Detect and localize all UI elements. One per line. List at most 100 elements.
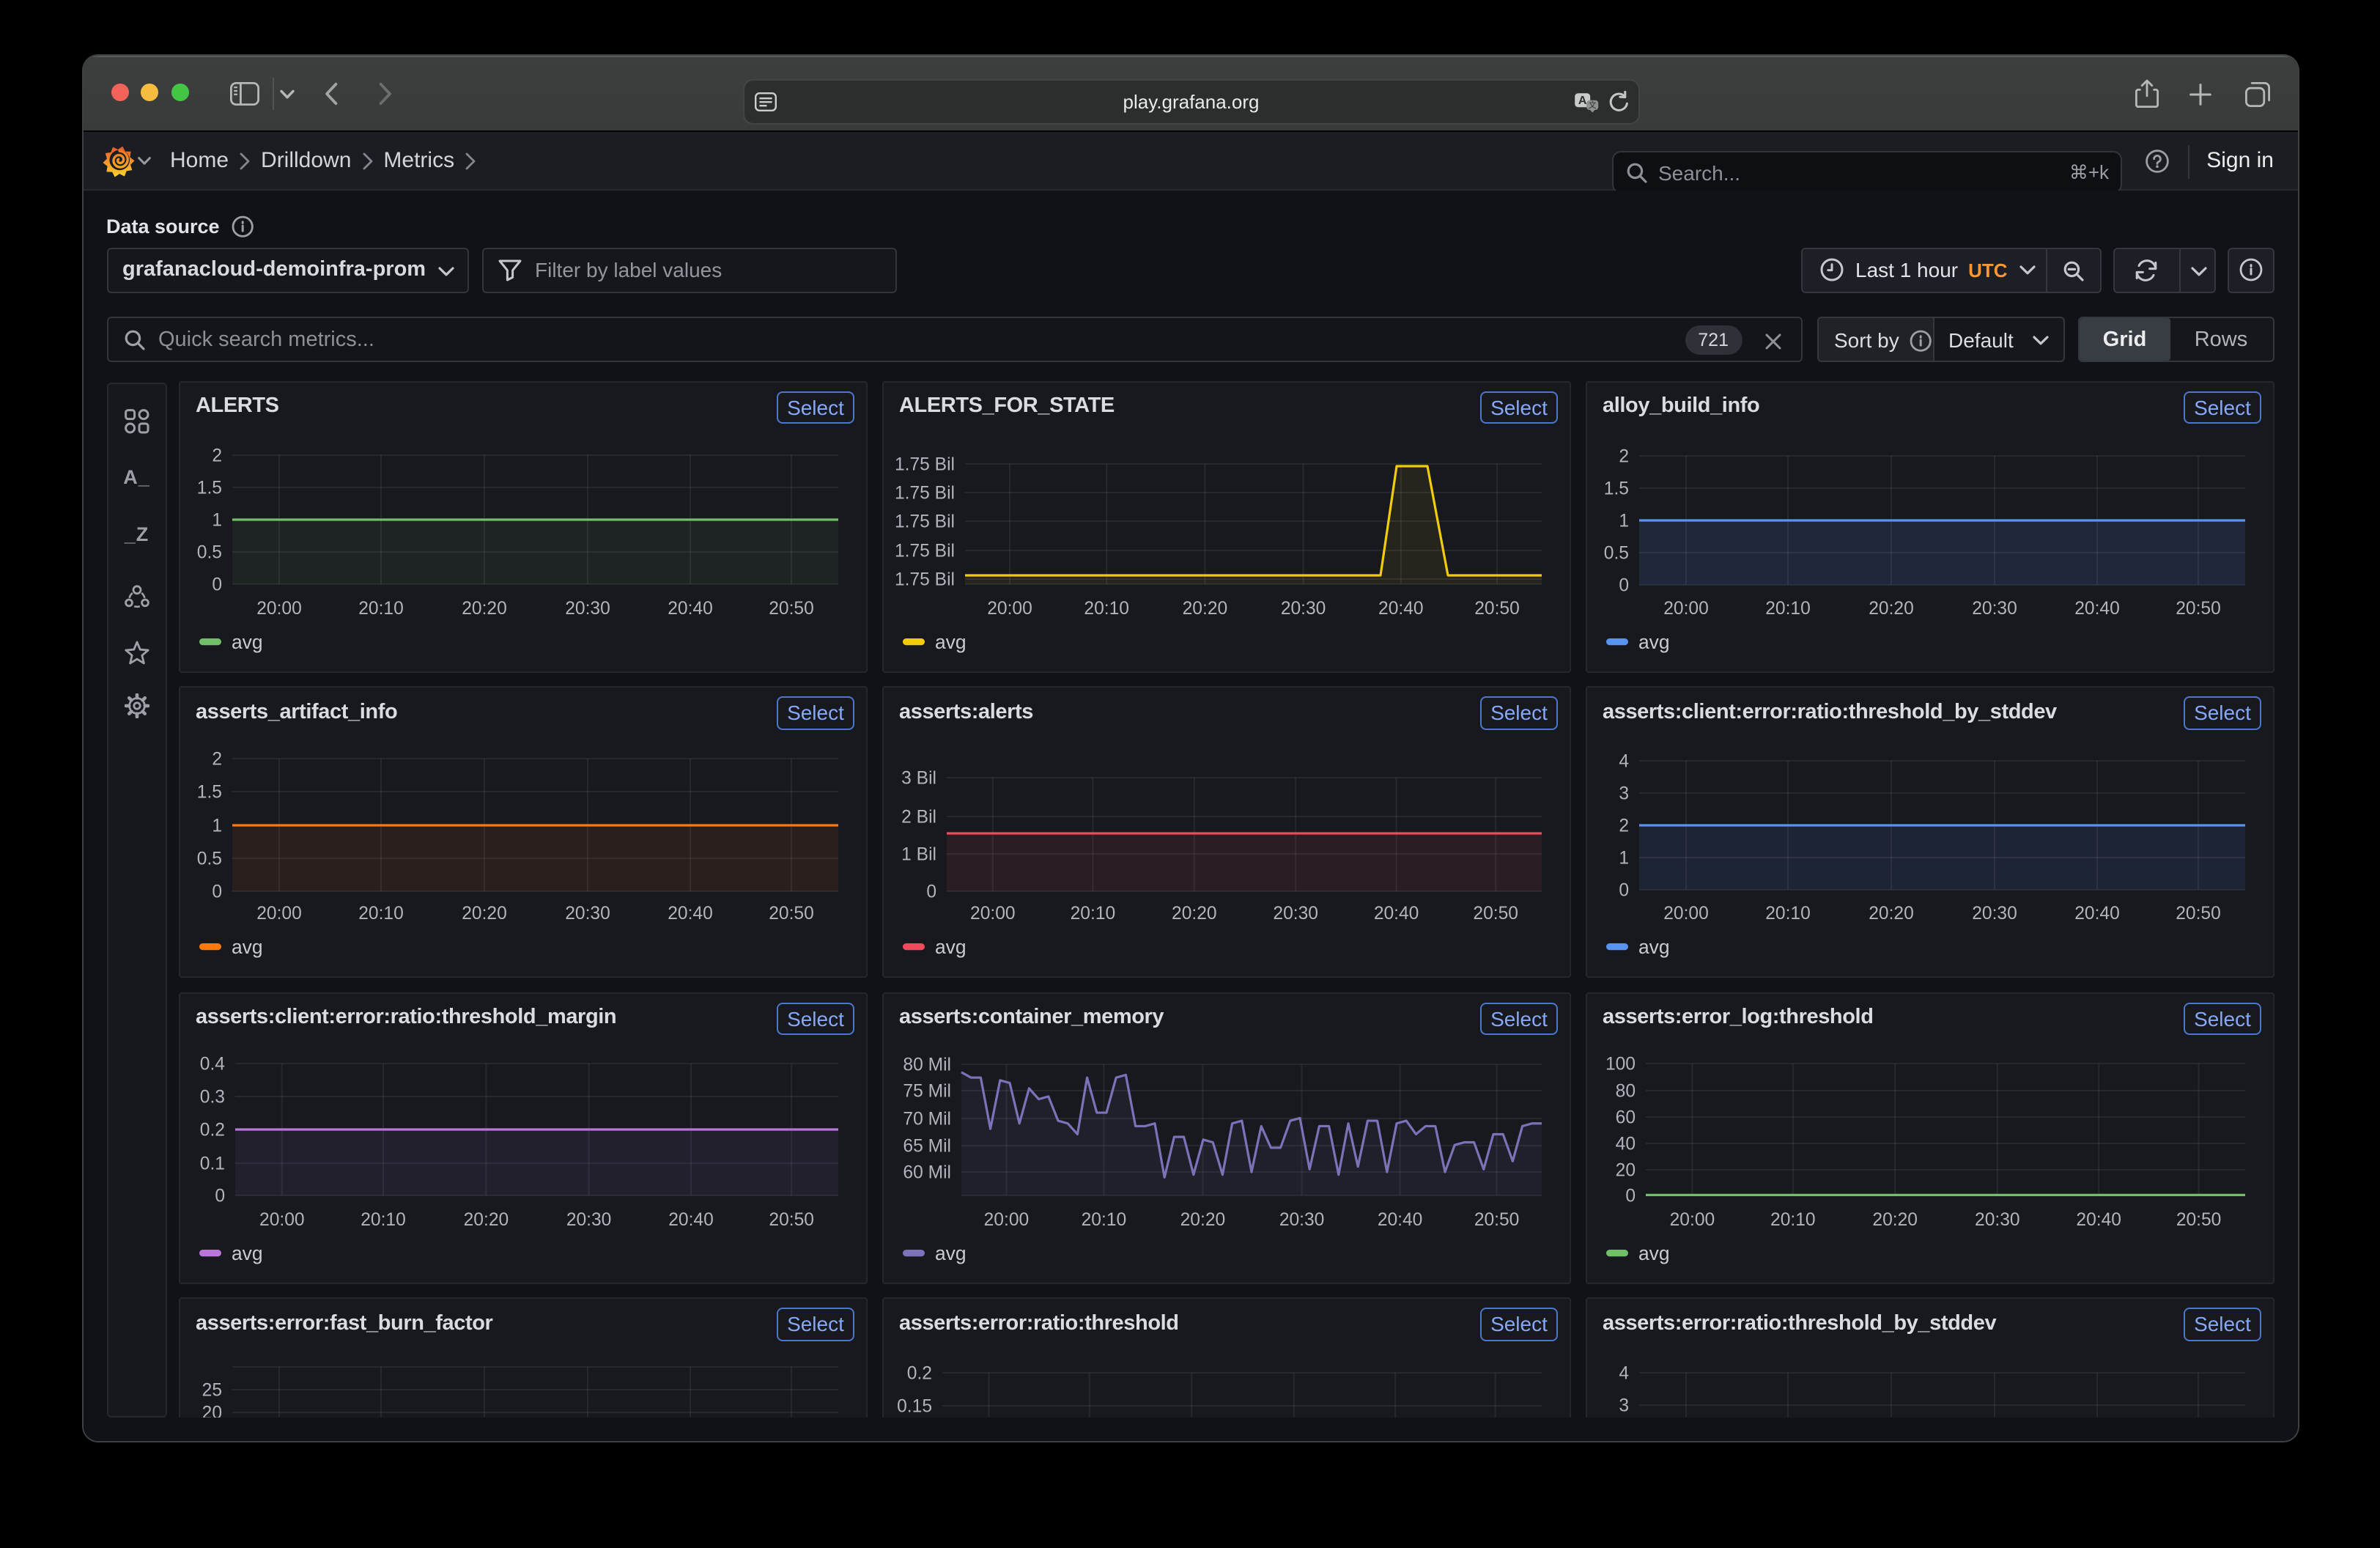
svg-text:20:50: 20:50 — [2176, 1209, 2222, 1229]
svg-text:20:30: 20:30 — [1279, 1209, 1325, 1229]
svg-text:20: 20 — [1616, 1160, 1636, 1179]
svg-text:20:20: 20:20 — [1172, 904, 1217, 924]
svg-text:1 Bil: 1 Bil — [901, 844, 936, 864]
svg-text:20:10: 20:10 — [1765, 904, 1811, 924]
svg-text:20:10: 20:10 — [1770, 1209, 1816, 1229]
svg-text:20:40: 20:40 — [1374, 904, 1419, 924]
svg-text:20:10: 20:10 — [1071, 904, 1116, 924]
svg-text:20:50: 20:50 — [1473, 904, 1518, 924]
svg-text:20:00: 20:00 — [970, 904, 1016, 924]
svg-text:20:20: 20:20 — [1183, 598, 1228, 618]
svg-text:20:20: 20:20 — [464, 1209, 509, 1229]
svg-text:0.5: 0.5 — [1604, 542, 1629, 562]
svg-text:20:00: 20:00 — [256, 904, 302, 924]
svg-text:20:30: 20:30 — [566, 1209, 612, 1229]
svg-text:3: 3 — [1619, 1396, 1629, 1415]
svg-text:20:10: 20:10 — [1082, 1209, 1127, 1229]
svg-text:20:50: 20:50 — [1474, 598, 1520, 618]
svg-text:0.3: 0.3 — [200, 1086, 225, 1106]
svg-text:20:50: 20:50 — [769, 904, 814, 924]
svg-text:20:00: 20:00 — [259, 1209, 305, 1229]
svg-text:0.4: 0.4 — [200, 1053, 225, 1073]
svg-text:20:50: 20:50 — [1474, 1209, 1520, 1229]
svg-text:20:00: 20:00 — [984, 1209, 1030, 1229]
svg-text:0: 0 — [1619, 880, 1629, 900]
svg-text:avg: avg — [1638, 1242, 1670, 1264]
svg-text:20:40: 20:40 — [1378, 598, 1424, 618]
svg-text:20:30: 20:30 — [565, 598, 610, 618]
svg-text:20:00: 20:00 — [1663, 598, 1709, 618]
svg-text:0.1: 0.1 — [200, 1153, 225, 1173]
svg-text:20:50: 20:50 — [769, 598, 814, 618]
svg-text:avg: avg — [232, 1242, 263, 1264]
svg-text:avg: avg — [935, 1242, 967, 1264]
svg-text:20:00: 20:00 — [987, 598, 1032, 618]
svg-text:25: 25 — [202, 1380, 222, 1400]
svg-text:0.5: 0.5 — [197, 542, 222, 561]
svg-text:20:50: 20:50 — [2176, 904, 2221, 924]
svg-text:20:40: 20:40 — [1378, 1209, 1423, 1229]
svg-text:4: 4 — [1619, 1363, 1629, 1383]
svg-text:2: 2 — [1619, 446, 1629, 465]
svg-text:1.75 Bil: 1.75 Bil — [895, 540, 955, 560]
svg-text:20:30: 20:30 — [1273, 904, 1318, 924]
svg-text:2: 2 — [1619, 816, 1629, 836]
svg-text:1.5: 1.5 — [1604, 478, 1629, 498]
svg-text:100: 100 — [1605, 1053, 1636, 1073]
svg-text:1.75 Bil: 1.75 Bil — [895, 569, 955, 589]
svg-text:1: 1 — [212, 816, 222, 836]
svg-text:1.5: 1.5 — [197, 477, 222, 497]
svg-text:2: 2 — [212, 445, 222, 465]
svg-text:0.5: 0.5 — [197, 849, 222, 869]
svg-text:avg: avg — [232, 630, 263, 652]
svg-text:avg: avg — [1638, 936, 1670, 958]
svg-text:20:40: 20:40 — [668, 598, 713, 618]
svg-text:3 Bil: 3 Bil — [901, 768, 936, 788]
svg-text:20:00: 20:00 — [1670, 1209, 1715, 1229]
svg-text:0: 0 — [215, 1185, 225, 1205]
svg-text:70 Mil: 70 Mil — [903, 1108, 951, 1128]
svg-text:20:30: 20:30 — [1975, 1209, 2020, 1229]
svg-text:1: 1 — [1619, 510, 1629, 530]
svg-text:0: 0 — [1625, 1185, 1636, 1205]
svg-text:4: 4 — [1619, 751, 1629, 771]
svg-text:20:30: 20:30 — [1281, 598, 1326, 618]
svg-text:20:00: 20:00 — [256, 598, 302, 618]
svg-text:20:40: 20:40 — [2074, 598, 2120, 618]
svg-text:60 Mil: 60 Mil — [903, 1162, 951, 1182]
svg-text:2 Bil: 2 Bil — [901, 807, 936, 827]
svg-text:20:40: 20:40 — [668, 1209, 714, 1229]
svg-text:20:20: 20:20 — [1869, 598, 1914, 618]
svg-text:20:20: 20:20 — [1869, 904, 1914, 924]
svg-text:1: 1 — [1619, 848, 1629, 868]
svg-text:1.75 Bil: 1.75 Bil — [895, 482, 955, 502]
svg-text:20:00: 20:00 — [1663, 904, 1709, 924]
svg-text:3: 3 — [1619, 784, 1629, 803]
svg-text:20:40: 20:40 — [2074, 904, 2120, 924]
svg-text:20:50: 20:50 — [2176, 598, 2221, 618]
svg-text:20:10: 20:10 — [1765, 598, 1811, 618]
svg-text:20:30: 20:30 — [1972, 598, 2017, 618]
svg-text:avg: avg — [232, 936, 263, 958]
svg-text:1.5: 1.5 — [197, 782, 222, 802]
svg-text:20:40: 20:40 — [668, 904, 713, 924]
svg-text:0: 0 — [212, 574, 222, 594]
svg-text:20:30: 20:30 — [565, 904, 610, 924]
svg-text:40: 40 — [1616, 1133, 1636, 1153]
svg-text:20:20: 20:20 — [1180, 1209, 1226, 1229]
svg-text:20:10: 20:10 — [358, 598, 404, 618]
svg-text:60: 60 — [1616, 1107, 1636, 1127]
svg-text:1.75 Bil: 1.75 Bil — [895, 511, 955, 531]
svg-text:20:40: 20:40 — [2076, 1209, 2121, 1229]
svg-text:20:30: 20:30 — [1972, 904, 2017, 924]
svg-text:A: A — [1578, 95, 1587, 107]
svg-text:80: 80 — [1616, 1080, 1636, 1100]
svg-text:2: 2 — [212, 749, 222, 769]
svg-text:avg: avg — [935, 630, 967, 652]
svg-text:20:10: 20:10 — [1084, 598, 1129, 618]
svg-text:0.2: 0.2 — [200, 1119, 225, 1139]
svg-text:0: 0 — [926, 882, 936, 902]
svg-text:20:20: 20:20 — [1872, 1209, 1918, 1229]
svg-text:20:10: 20:10 — [361, 1209, 406, 1229]
svg-text:20:20: 20:20 — [462, 598, 507, 618]
